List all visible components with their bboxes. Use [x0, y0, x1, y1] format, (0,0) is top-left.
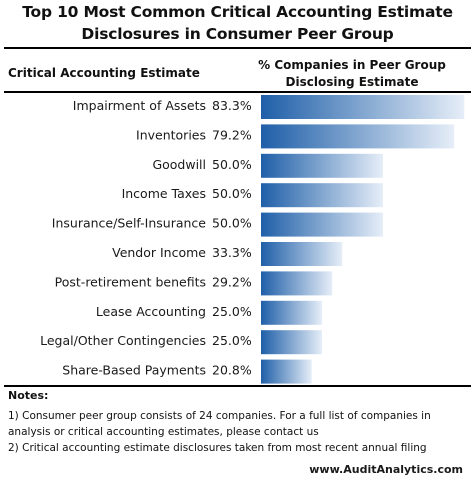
category-label-post-retirement-benefits: Post-retirement benefits — [55, 274, 206, 289]
footer-url: www.AuditAnalytics.com — [309, 463, 463, 476]
bar-impairment-of-assets — [261, 95, 465, 119]
category-label-inventories: Inventories — [136, 127, 206, 142]
bar-chart: Impairment of Assets 83.3% Inventories 79.2… — [40, 95, 465, 384]
value-label-lease-accounting: 25.0% — [212, 304, 252, 319]
value-label-post-retirement-benefits: 29.2% — [212, 274, 252, 289]
value-label-share-based-payments: 20.8% — [212, 363, 252, 378]
column-header-percent-line-1: % Companies in Peer Group — [258, 58, 446, 72]
bar-inventories — [261, 124, 455, 149]
value-label-inventories: 79.2% — [212, 127, 252, 142]
bar-goodwill — [261, 153, 383, 178]
value-label-impairment-of-assets: 83.3% — [212, 98, 252, 113]
value-label-goodwill: 50.0% — [212, 157, 252, 172]
bar-income-taxes — [261, 183, 383, 208]
bar-lease-accounting — [261, 300, 322, 325]
chart-bottom-rule — [4, 385, 471, 387]
category-label-lease-accounting: Lease Accounting — [96, 304, 206, 319]
category-label-insurance-self-insurance: Insurance/Self-Insurance — [52, 216, 207, 231]
notes-section: Notes: 1) Consumer peer group consists o… — [8, 389, 470, 456]
bar-share-based-payments — [261, 359, 312, 384]
chart-title: Top 10 Most Common Critical Accounting E… — [0, 1, 475, 45]
bar-post-retirement-benefits — [261, 271, 333, 296]
chart-title-line-1: Top 10 Most Common Critical Accounting E… — [22, 3, 453, 21]
column-header-percent-line-2: Disclosing Estimate — [285, 75, 419, 89]
value-label-vendor-income: 33.3% — [212, 245, 252, 260]
category-label-income-taxes: Income Taxes — [122, 186, 206, 201]
chart-title-line-2: Disclosures in Consumer Peer Group — [81, 25, 394, 43]
notes-heading: Notes: — [8, 389, 49, 402]
bar-insurance-self-insurance — [261, 212, 383, 237]
header-bottom-rule — [4, 91, 471, 93]
category-label-goodwill: Goodwill — [152, 157, 206, 172]
bar-legal-other-contingencies — [261, 330, 322, 355]
value-label-legal-other-contingencies: 25.0% — [212, 333, 252, 348]
header-top-rule — [4, 47, 471, 49]
note-item-1: 1) Consumer peer group consists of 24 co… — [8, 410, 431, 438]
category-label-vendor-income: Vendor Income — [112, 245, 206, 260]
category-label-legal-other-contingencies: Legal/Other Contingencies — [40, 333, 206, 348]
column-header-percent: % Companies in Peer Group Disclosing Est… — [232, 57, 472, 91]
value-label-income-taxes: 50.0% — [212, 186, 252, 201]
bar-vendor-income — [261, 242, 343, 266]
value-label-insurance-self-insurance: 50.0% — [212, 216, 252, 231]
category-label-impairment-of-assets: Impairment of Assets — [73, 98, 206, 113]
category-label-share-based-payments: Share-Based Payments — [62, 363, 206, 378]
note-item-2: 2) Critical accounting estimate disclosu… — [8, 442, 427, 454]
column-header-estimate: Critical Accounting Estimate — [8, 66, 200, 80]
